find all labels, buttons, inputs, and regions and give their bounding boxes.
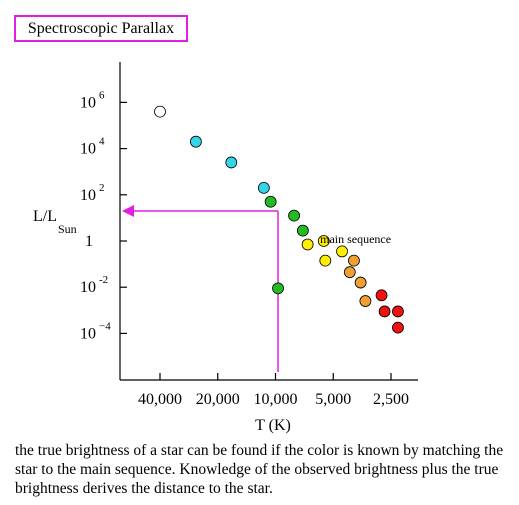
axes bbox=[119, 62, 418, 381]
y-tick-label: 10 bbox=[80, 187, 96, 204]
y-tick-label: 10 bbox=[80, 141, 96, 158]
x-tick-group: 40,000 20,000 10,000 5,000 2,500 bbox=[138, 373, 409, 408]
main-sequence-star bbox=[392, 305, 404, 318]
main-sequence-star bbox=[348, 254, 360, 267]
y-tick-exponent: 2 bbox=[99, 182, 105, 194]
y-axis-label-main: L/L bbox=[33, 208, 57, 225]
diagram-title: Spectroscopic Parallax bbox=[14, 15, 188, 42]
main-sequence-star bbox=[378, 305, 391, 318]
x-axis-label: T (K) bbox=[255, 417, 291, 434]
star-points bbox=[154, 105, 404, 334]
x-tick-label: 40,000 bbox=[138, 391, 182, 408]
y-tick-label: 10 bbox=[80, 279, 96, 296]
y-tick-label: 10 bbox=[80, 94, 96, 111]
y-tick-exponent: −4 bbox=[99, 320, 111, 332]
main-sequence-star bbox=[392, 321, 404, 334]
y-axis-label-sub: Sun bbox=[58, 222, 77, 236]
x-tick-label: 10,000 bbox=[254, 391, 298, 408]
main-sequence-star bbox=[264, 195, 277, 208]
main-sequence-star bbox=[296, 224, 309, 237]
main-sequence-star bbox=[301, 238, 314, 251]
main-sequence-star bbox=[317, 235, 330, 247]
main-sequence-star bbox=[225, 156, 238, 169]
main-sequence-star bbox=[154, 105, 166, 118]
main-sequence-star bbox=[354, 276, 367, 289]
x-tick-label: 20,000 bbox=[196, 391, 240, 408]
x-tick-label: 2,500 bbox=[373, 391, 409, 408]
main-sequence-label: main sequence bbox=[320, 232, 391, 246]
main-sequence-star bbox=[189, 135, 202, 148]
main-sequence-star bbox=[319, 254, 332, 267]
observed-star bbox=[272, 282, 284, 295]
main-sequence-star bbox=[359, 295, 372, 307]
y-tick-label: 1 bbox=[85, 233, 93, 250]
main-sequence-star bbox=[343, 266, 356, 279]
main-sequence-star bbox=[375, 289, 388, 302]
x-tick-label: 5,000 bbox=[315, 391, 351, 408]
main-sequence-star bbox=[288, 209, 300, 222]
y-tick-exponent: -2 bbox=[99, 274, 108, 286]
main-sequence-star bbox=[257, 181, 270, 194]
y-tick-exponent: 4 bbox=[99, 136, 105, 148]
y-tick-label: 10 bbox=[80, 325, 96, 342]
main-sequence-star bbox=[336, 245, 348, 258]
caption-text: the true brightness of a star can be fou… bbox=[15, 442, 504, 497]
y-axis-label: L/L Sun bbox=[33, 208, 77, 236]
guide-lines bbox=[122, 204, 279, 372]
y-tick-exponent: 6 bbox=[99, 89, 105, 101]
